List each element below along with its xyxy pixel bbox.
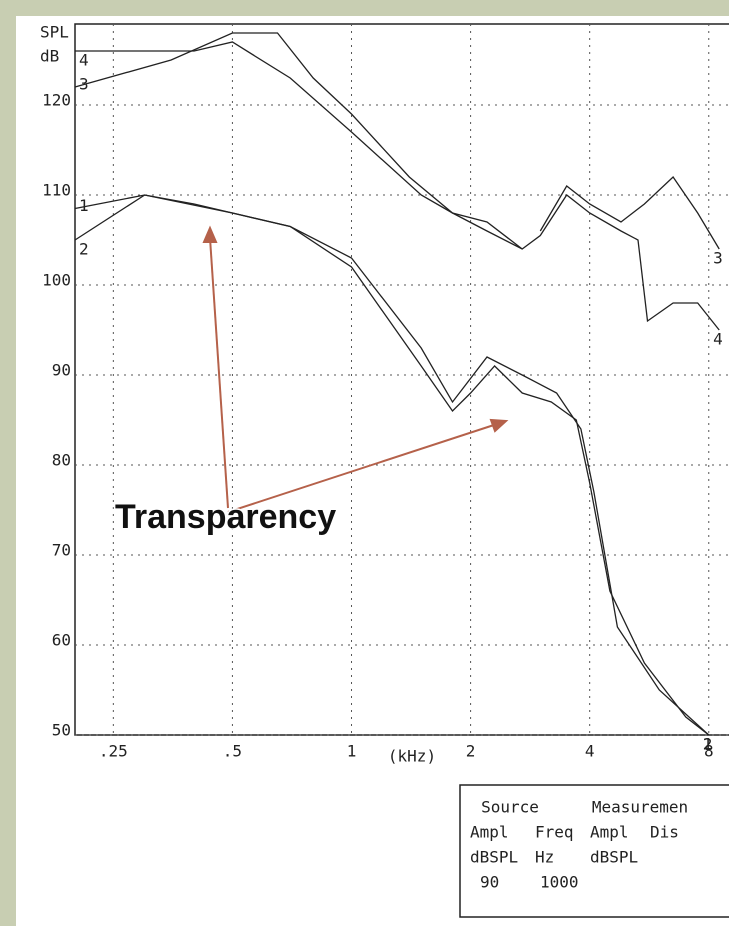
info-text: Ampl (590, 823, 629, 842)
info-text: Hz (535, 848, 554, 867)
x-tick-label: .5 (223, 742, 242, 761)
y-tick-label: 50 (52, 721, 71, 740)
x-tick-label: .25 (99, 742, 128, 761)
info-box (459, 784, 729, 918)
info-text: Measuremen (592, 798, 688, 817)
x-tick-label: 4 (585, 742, 595, 761)
x-tick-label: 1 (347, 742, 357, 761)
y-tick-label: 70 (52, 541, 71, 560)
curve (74, 194, 710, 736)
info-text: 90 (480, 873, 499, 892)
curve-label: 3 (713, 249, 723, 268)
info-text: dBSPL (470, 848, 518, 867)
y-tick-label: 80 (52, 451, 71, 470)
y-tick-label: 60 (52, 631, 71, 650)
y-tick-label: 110 (42, 181, 71, 200)
info-text: Source (481, 798, 539, 817)
curve-label: 3 (79, 75, 89, 94)
curve-label: 1 (703, 735, 713, 754)
info-text: dBSPL (590, 848, 638, 867)
annotation: Transparency (115, 498, 336, 536)
annotation-arrows (202, 225, 509, 513)
curve (74, 32, 720, 250)
info-text: Ampl (470, 823, 509, 842)
y-tick-label: 100 (42, 271, 71, 290)
paper (16, 16, 729, 926)
y-tick-label: 120 (42, 91, 71, 110)
curve (75, 41, 720, 331)
x-tick-label: 8 (704, 742, 714, 761)
info-text: Dis (650, 823, 679, 842)
info-text: 1000 (540, 873, 579, 892)
curve-label: 4 (713, 330, 723, 349)
curve-label: 1 (79, 196, 89, 215)
y-label: dB (40, 47, 59, 66)
y-tick-label: 90 (52, 361, 71, 380)
curve-label: 4 (79, 51, 89, 70)
curve-label: 2 (79, 240, 89, 259)
info-text: Freq (535, 823, 574, 842)
curve-label: 2 (703, 735, 713, 754)
x-label: (kHz) (388, 747, 436, 766)
x-tick-label: 2 (466, 742, 476, 761)
y-label: SPL (40, 23, 69, 42)
